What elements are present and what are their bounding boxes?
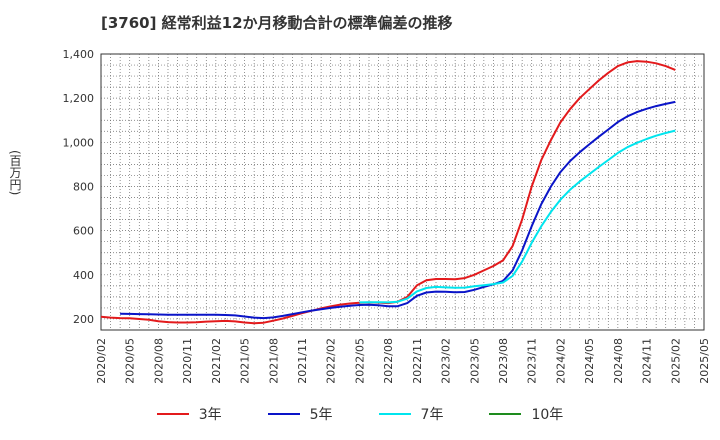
legend-swatch [267,413,300,415]
y-tick-label: 600 [73,225,94,238]
legend-swatch [489,413,522,415]
y-tick-label: 1,400 [63,48,95,61]
x-tick-label: 2021/02 [210,338,223,384]
legend-label: 5年 [309,407,333,423]
y-tick-label: 1,200 [63,92,95,105]
legend-label: 3年 [198,407,222,423]
x-tick-label: 2025/02 [669,338,682,384]
x-tick-label: 2022/08 [382,338,395,384]
y-tick-label: 400 [73,269,94,282]
grid [101,54,704,330]
legend-item: 5年 [267,404,333,424]
x-tick-label: 2023/11 [526,338,539,384]
x-tick-label: 2021/11 [296,338,309,384]
legend-label: 10年 [531,407,564,423]
x-tick-label: 2024/05 [583,338,596,384]
legend-label: 7年 [420,407,444,423]
x-tick-label: 2024/11 [641,338,654,384]
legend-swatch [378,413,411,415]
legend: 3年 5年 7年 10年 [0,404,720,424]
x-tick-label: 2024/02 [554,338,567,384]
y-tick-label: 1,000 [63,136,95,149]
x-tick-label: 2024/08 [612,338,625,384]
x-tick-label: 2022/05 [353,338,366,384]
legend-item: 3年 [156,404,222,424]
chart-title: [3760] 経常利益12か月移動合計の標準偏差の推移 [101,14,453,32]
y-tick-label: 200 [73,313,94,326]
x-tick-label: 2021/05 [239,338,252,384]
x-tick-label: 2022/02 [325,338,338,384]
series-line-2 [359,129,676,304]
x-axis-ticks: 2020/02 2020/05 2020/08 2020/11 2021/02 2021/… [95,338,711,384]
series-line-1 [120,100,676,320]
series-lines [100,60,676,325]
x-tick-label: 2020/11 [181,338,194,384]
y-axis-label: (百万円) [8,150,22,196]
y-tick-label: 800 [73,180,94,193]
y-axis-ticks: 200 400 600 800 1,000 1,200 1,400 [63,48,95,326]
x-tick-label: 2022/11 [411,338,424,384]
x-tick-label: 2021/08 [267,338,280,384]
plot-area [100,53,705,331]
x-tick-label: 2023/08 [497,338,510,384]
x-tick-label: 2020/08 [152,338,165,384]
x-tick-label: 2023/02 [440,338,453,384]
x-tick-label: 2025/05 [698,338,711,384]
legend-swatch [156,413,189,415]
x-tick-label: 2020/05 [124,338,137,384]
legend-item: 10年 [489,404,563,424]
x-tick-label: 2020/02 [95,338,108,384]
legend-item: 7年 [378,404,444,424]
x-tick-label: 2023/05 [468,338,481,384]
